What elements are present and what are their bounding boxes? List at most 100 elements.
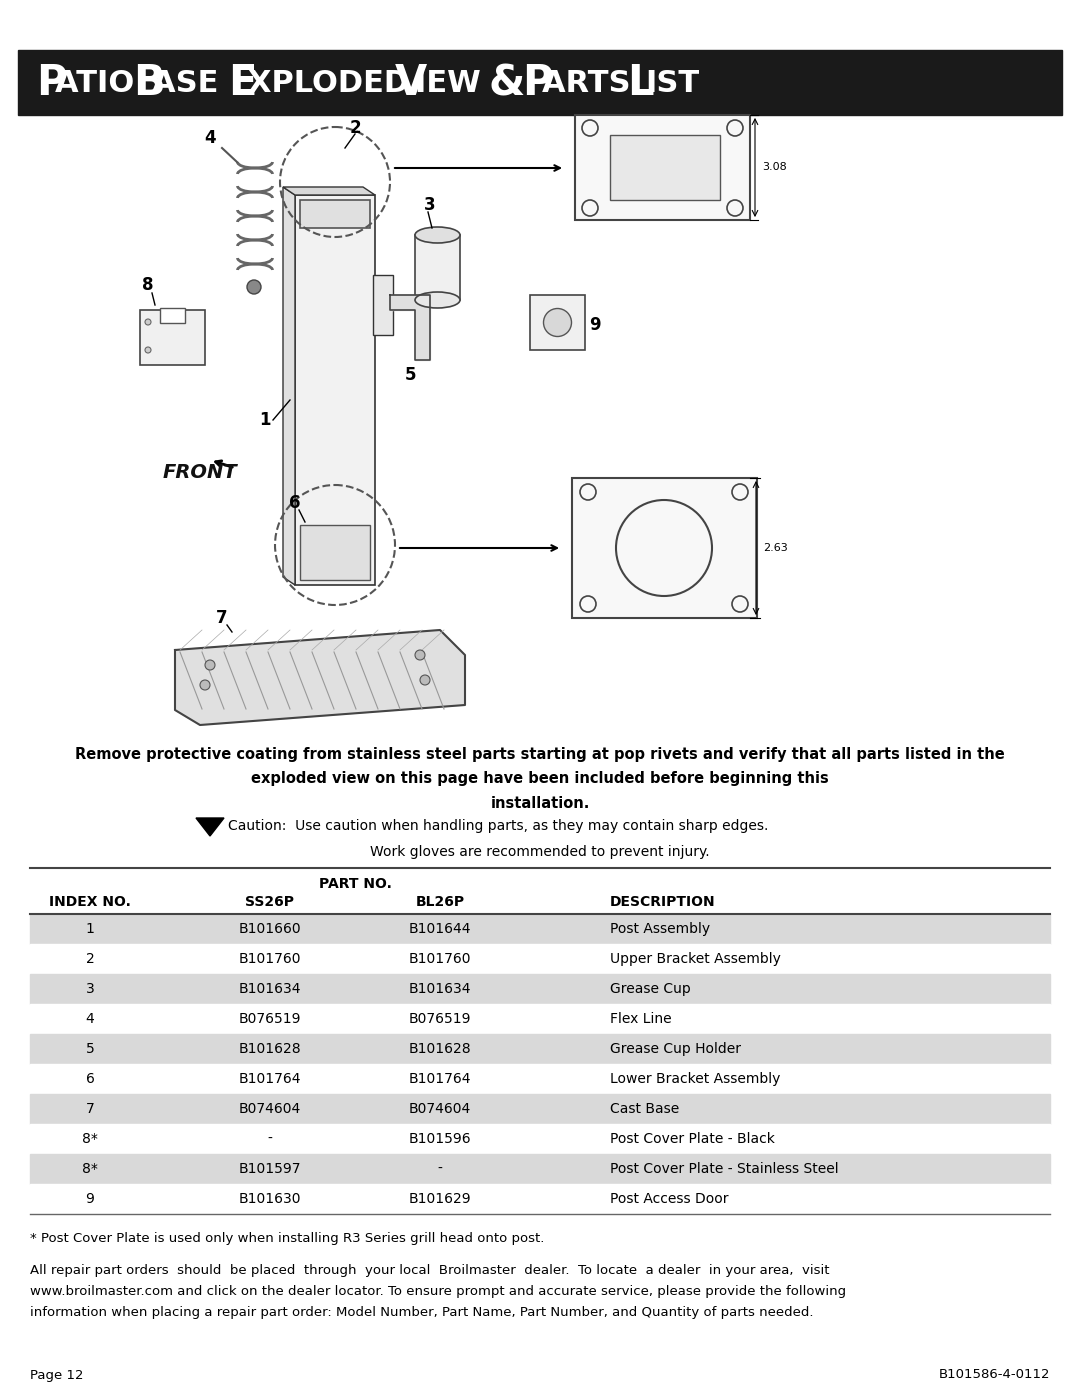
Text: information when placing a repair part order: Model Number, Part Name, Part Numb: information when placing a repair part o…	[30, 1306, 813, 1319]
Text: 9: 9	[85, 1192, 94, 1206]
Bar	[160, 307, 185, 323]
Text: FRONT: FRONT	[163, 462, 238, 482]
Text: 7: 7	[85, 1102, 94, 1116]
Text: 2: 2	[349, 119, 361, 137]
Ellipse shape	[415, 226, 460, 243]
Text: installation.: installation.	[490, 795, 590, 810]
Text: B074604: B074604	[409, 1102, 471, 1116]
Polygon shape	[0, 821, 2, 833]
Text: Caution:  Use caution when handling parts, as they may contain sharp edges.: Caution: Use caution when handling parts…	[228, 819, 768, 833]
Text: E: E	[228, 61, 257, 103]
Text: B101764: B101764	[408, 1071, 471, 1085]
Text: 7: 7	[216, 609, 228, 627]
Text: B: B	[133, 61, 165, 103]
Text: 9: 9	[590, 316, 600, 334]
Text: Cast Base: Cast Base	[610, 1102, 679, 1116]
Bar	[30, 1185, 1050, 1214]
Text: B101628: B101628	[408, 1042, 471, 1056]
Polygon shape	[283, 187, 375, 196]
Bar	[300, 200, 370, 228]
Bar	[415, 235, 460, 300]
Text: Upper Bracket Assembly: Upper Bracket Assembly	[610, 951, 781, 965]
Text: Grease Cup: Grease Cup	[610, 982, 691, 996]
Text: B101634: B101634	[408, 982, 471, 996]
Polygon shape	[195, 819, 224, 835]
Circle shape	[145, 319, 151, 326]
Text: P: P	[522, 61, 553, 103]
Bar	[30, 1154, 1050, 1185]
Bar	[572, 478, 757, 617]
Text: 3: 3	[424, 196, 436, 214]
Circle shape	[247, 279, 261, 293]
Text: ATIO: ATIO	[55, 68, 145, 98]
Bar	[300, 525, 370, 580]
Bar	[30, 1004, 1050, 1034]
Text: B101629: B101629	[408, 1192, 471, 1206]
Text: BL26P: BL26P	[416, 895, 464, 909]
Text: B101628: B101628	[239, 1042, 301, 1056]
Text: B101644: B101644	[408, 922, 471, 936]
Bar	[30, 914, 1050, 944]
Circle shape	[205, 659, 215, 671]
Text: B074604: B074604	[239, 1102, 301, 1116]
Text: B101760: B101760	[408, 951, 471, 965]
Text: www.broilmaster.com and click on the dealer locator. To ensure prompt and accura: www.broilmaster.com and click on the dea…	[30, 1285, 846, 1298]
Text: 8*: 8*	[82, 1162, 98, 1176]
Text: ASE: ASE	[152, 68, 229, 98]
Circle shape	[415, 650, 426, 659]
Text: V: V	[395, 61, 428, 103]
Text: Grease Cup Holder: Grease Cup Holder	[610, 1042, 741, 1056]
Text: 6: 6	[289, 495, 300, 511]
Text: B101630: B101630	[239, 1192, 301, 1206]
Text: &: &	[489, 61, 540, 103]
Text: Remove protective coating from stainless steel parts starting at pop rivets and : Remove protective coating from stainless…	[76, 747, 1004, 763]
Text: DESCRIPTION: DESCRIPTION	[610, 895, 716, 909]
Text: XPLODED: XPLODED	[248, 68, 420, 98]
Bar	[30, 1065, 1050, 1094]
Text: 5: 5	[85, 1042, 94, 1056]
Text: INDEX NO.: INDEX NO.	[49, 895, 131, 909]
Text: Lower Bracket Assembly: Lower Bracket Assembly	[610, 1071, 781, 1085]
Polygon shape	[283, 187, 295, 585]
Bar	[373, 275, 393, 335]
Text: 8*: 8*	[82, 1132, 98, 1146]
Text: 3.08: 3.08	[762, 162, 786, 172]
Text: B101596: B101596	[408, 1132, 471, 1146]
Text: IST: IST	[645, 68, 699, 98]
Text: 5: 5	[404, 366, 416, 384]
Ellipse shape	[415, 292, 460, 307]
Circle shape	[543, 309, 571, 337]
Polygon shape	[0, 201, 2, 219]
Text: 4: 4	[204, 129, 216, 147]
Bar	[30, 1034, 1050, 1065]
Text: Flex Line: Flex Line	[610, 1011, 672, 1025]
Text: L: L	[627, 61, 653, 103]
Bar	[295, 196, 375, 585]
Text: 3: 3	[85, 982, 94, 996]
Text: PART NO.: PART NO.	[319, 877, 391, 891]
Text: 1: 1	[259, 411, 271, 429]
Text: B076519: B076519	[408, 1011, 471, 1025]
Bar	[18, 50, 1062, 115]
Text: -: -	[268, 1132, 272, 1146]
Bar	[610, 136, 720, 200]
Circle shape	[145, 346, 151, 353]
Circle shape	[200, 680, 210, 690]
Text: Work gloves are recommended to prevent injury.: Work gloves are recommended to prevent i…	[370, 845, 710, 859]
Text: SS26P: SS26P	[245, 895, 295, 909]
Text: B101760: B101760	[239, 951, 301, 965]
Text: P: P	[36, 61, 67, 103]
Bar	[140, 310, 205, 365]
Bar	[30, 1094, 1050, 1125]
Text: Post Cover Plate - Stainless Steel: Post Cover Plate - Stainless Steel	[610, 1162, 839, 1176]
Text: B101634: B101634	[239, 982, 301, 996]
Text: All repair part orders  should  be placed  through  your local  Broilmaster  dea: All repair part orders should be placed …	[30, 1264, 829, 1277]
Bar	[30, 1125, 1050, 1154]
Text: 8: 8	[143, 277, 153, 293]
Text: * Post Cover Plate is used only when installing R3 Series grill head onto post.: * Post Cover Plate is used only when ins…	[30, 1232, 544, 1245]
Text: 6: 6	[85, 1071, 94, 1085]
Polygon shape	[175, 630, 465, 725]
Text: Post Cover Plate - Black: Post Cover Plate - Black	[610, 1132, 774, 1146]
Bar	[575, 115, 750, 219]
Circle shape	[420, 675, 430, 685]
